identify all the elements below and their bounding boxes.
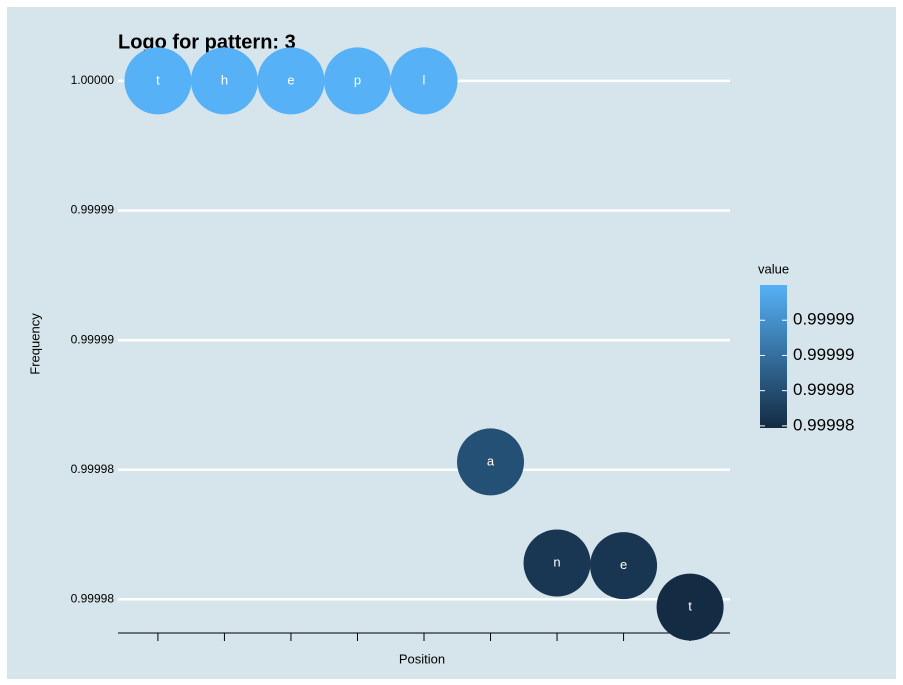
colorbar-label: 0.99999 — [793, 345, 854, 364]
point — [124, 47, 192, 115]
y-tick-label: 0.99999 — [71, 332, 115, 346]
colorbar-label: 0.99998 — [793, 415, 854, 434]
x-axis-title: Position — [399, 651, 445, 666]
y-tick-label: 1.00000 — [71, 73, 115, 87]
point — [190, 47, 258, 115]
y-axis-title: Frequency — [27, 313, 42, 375]
background — [7, 7, 896, 679]
point-label: e — [287, 72, 294, 87]
point — [323, 47, 391, 115]
legend-title: value — [758, 261, 789, 276]
point — [656, 573, 724, 641]
chart-title: Logo for pattern: 3 — [118, 31, 296, 53]
point-label: e — [620, 557, 627, 572]
point — [390, 47, 458, 115]
point — [257, 47, 325, 115]
point — [523, 529, 591, 597]
colorbar-label: 0.99998 — [793, 380, 854, 399]
point-label: a — [487, 453, 495, 468]
point-label: n — [553, 554, 560, 569]
point-label: h — [221, 72, 228, 87]
point-label: l — [423, 72, 426, 87]
y-tick-label: 0.99998 — [71, 462, 115, 476]
colorbar-label: 0.99999 — [793, 310, 854, 329]
point-label: p — [354, 72, 361, 87]
point-label: t — [688, 599, 692, 614]
point-label: t — [156, 72, 160, 87]
point — [590, 532, 658, 600]
y-tick-label: 0.99999 — [71, 203, 115, 217]
y-tick-label: 0.99998 — [71, 591, 115, 605]
colorbar — [760, 285, 787, 428]
point — [457, 428, 525, 496]
